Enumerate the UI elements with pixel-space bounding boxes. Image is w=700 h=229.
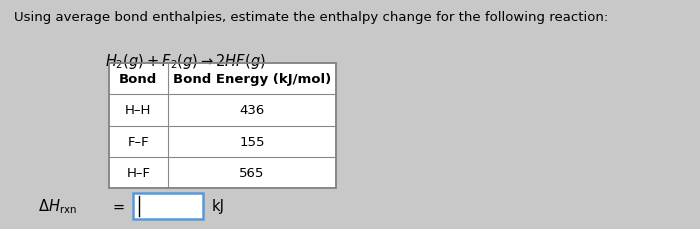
FancyBboxPatch shape (108, 64, 336, 188)
Text: 565: 565 (239, 166, 265, 179)
Text: 155: 155 (239, 135, 265, 148)
Text: H–F: H–F (126, 166, 150, 179)
Text: Using average bond enthalpies, estimate the enthalpy change for the following re: Using average bond enthalpies, estimate … (14, 11, 608, 25)
Text: kJ: kJ (211, 199, 225, 214)
Text: Bond Energy (kJ/mol): Bond Energy (kJ/mol) (173, 73, 331, 86)
Text: 436: 436 (239, 104, 265, 117)
Text: =: = (113, 199, 125, 214)
Text: F–F: F–F (127, 135, 149, 148)
Text: H–H: H–H (125, 104, 151, 117)
FancyBboxPatch shape (133, 193, 203, 219)
Text: $\Delta H_{\rm rxn}$: $\Delta H_{\rm rxn}$ (38, 197, 78, 215)
Text: $\mathit{H_2(g) + F_2(g) \rightarrow 2HF(g)}$: $\mathit{H_2(g) + F_2(g) \rightarrow 2HF… (105, 52, 266, 71)
Text: Bond: Bond (119, 73, 158, 86)
